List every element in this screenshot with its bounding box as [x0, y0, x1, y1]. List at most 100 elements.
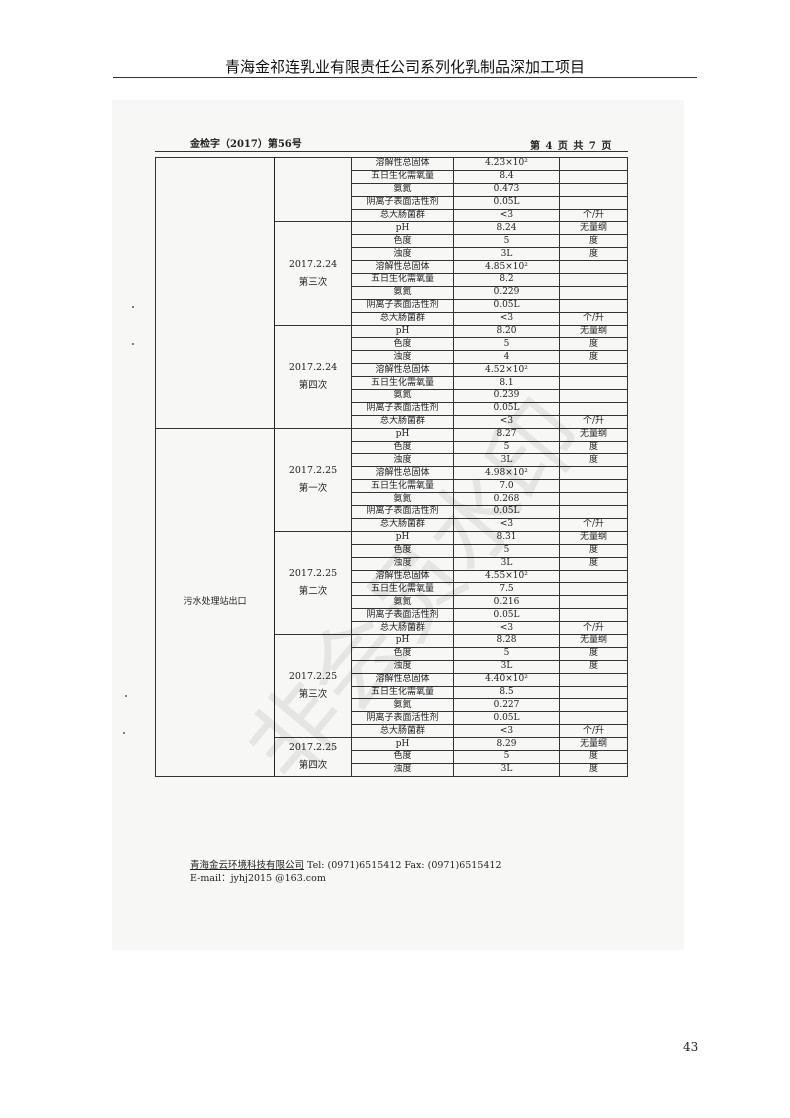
unit: 度 — [559, 234, 628, 249]
parameter-name: pH — [351, 427, 454, 442]
unit: 度 — [559, 556, 628, 571]
sampling-date: 2017.2.24 — [288, 258, 338, 270]
unit: 无量纲 — [559, 324, 628, 339]
unit — [559, 672, 628, 687]
measured-value: 0.05L — [453, 298, 560, 313]
unit — [559, 711, 628, 726]
unit — [559, 195, 628, 210]
parameter-name: 色度 — [351, 543, 454, 558]
sampling-site — [155, 157, 275, 429]
parameter-name: 溶解性总固体 — [351, 569, 454, 584]
parameter-name: 色度 — [351, 440, 454, 455]
company-contact: Tel: (0971)6515412 Fax: (0971)6515412 — [304, 860, 502, 871]
parameter-name: 浊度 — [351, 556, 454, 571]
measured-value: 8.5 — [453, 685, 560, 700]
unit: 个/升 — [559, 724, 628, 739]
table-row: 五日生化需氧量 7.0 — [156, 479, 628, 494]
scan-speck — [123, 732, 125, 734]
unit: 度 — [559, 440, 628, 455]
parameter-name: 溶解性总固体 — [351, 260, 454, 275]
parameter-name: 色度 — [351, 646, 454, 661]
table-row: 污水处理站出口 2017.2.25 第一次 pH 8.27 无量纲 — [155, 427, 628, 777]
parameter-name: 五日生化需氧量 — [351, 273, 454, 287]
measured-value: 5 — [453, 543, 560, 558]
unit: 度 — [559, 543, 628, 558]
unit — [559, 492, 628, 507]
table-row: 2017.2.24 第三次 pH 8.24 无量纲 — [156, 221, 628, 326]
measured-value: 0.216 — [453, 595, 560, 610]
parameter-name: 总大肠菌群 — [351, 414, 454, 429]
measured-value: 5 — [453, 646, 560, 661]
unit — [559, 157, 628, 171]
unit — [559, 363, 628, 378]
parameter-name: pH — [351, 633, 454, 648]
table-row: 阴离子表面活性剂 0.05L — [156, 195, 628, 210]
measured-value: <3 — [453, 724, 560, 739]
parameter-name: pH — [351, 324, 454, 339]
measured-value: 5 — [453, 337, 560, 352]
parameter-name: 阴离子表面活性剂 — [351, 711, 454, 726]
measured-value: 5 — [453, 440, 560, 455]
sampling-date-round: 2017.2.24 第三次 — [274, 221, 352, 326]
measured-value: 0.229 — [453, 285, 560, 300]
parameter-name: 阴离子表面活性剂 — [351, 505, 454, 519]
measured-value: 7.0 — [453, 479, 560, 494]
table-row: 2017.2.25 第三次 pH 8.28 无量纲 — [156, 633, 628, 739]
table-row: 浊度 3L 度 — [156, 762, 628, 777]
sampling-date: 2017.2.25 — [288, 567, 338, 579]
table-row: 氨氮 0.216 — [156, 595, 628, 610]
table-top-rule — [155, 151, 628, 152]
measured-value: 8.20 — [453, 324, 560, 339]
parameter-name: 溶解性总固体 — [351, 466, 454, 481]
parameter-name: 溶解性总固体 — [351, 672, 454, 687]
measured-value: 3L — [453, 659, 560, 674]
measured-value: 0.227 — [453, 698, 560, 713]
table-row: 2017.2.25 第四次 pH 8.29 无量纲 — [156, 737, 628, 777]
unit — [559, 169, 628, 184]
table-row: 总大肠菌群 <3 个/升 — [156, 414, 628, 429]
parameter-name: 浊度 — [351, 350, 454, 365]
parameter-name: 阴离子表面活性剂 — [351, 298, 454, 313]
sampling-round: 第三次 — [298, 276, 328, 288]
measured-value: 0.473 — [453, 182, 560, 197]
page-count: 第 4 页 共 7 页 — [530, 141, 612, 152]
parameter-name: 五日生化需氧量 — [351, 685, 454, 700]
sampling-date-round: 2017.2.25 第二次 — [274, 530, 352, 635]
unit: 度 — [559, 247, 628, 262]
measured-value: 3L — [453, 247, 560, 262]
unit — [559, 595, 628, 610]
sampling-date-round — [274, 156, 352, 223]
unit — [559, 569, 628, 584]
unit — [559, 260, 628, 275]
measured-value: 4.23×10² — [453, 157, 560, 171]
parameter-name: 阴离子表面活性剂 — [351, 608, 454, 623]
parameter-name: 溶解性总固体 — [351, 157, 454, 171]
unit — [559, 479, 628, 494]
sampling-date-round: 2017.2.25 第一次 — [274, 427, 352, 532]
parameter-name: 总大肠菌群 — [351, 621, 454, 635]
company-name: 青海金云环境科技有限公司 — [190, 860, 305, 871]
unit — [559, 698, 628, 713]
measured-value: 5 — [453, 234, 560, 249]
measured-value: 5 — [453, 749, 560, 764]
measured-value: 8.31 — [453, 530, 560, 545]
scan-speck — [132, 343, 134, 345]
measured-value: 4.98×10² — [453, 466, 560, 481]
sampling-round: 第四次 — [298, 759, 328, 771]
parameter-name: 浊度 — [351, 659, 454, 674]
unit — [559, 401, 628, 416]
parameter-name: 浊度 — [351, 762, 454, 777]
results-table: 溶解性总固体 4.23×10² 五日生化需氧量 8.4 氨氮 0.473 阴离子表面活性剂 0… — [155, 156, 628, 777]
measured-value: 3L — [453, 762, 560, 777]
measured-value: 0.05L — [453, 195, 560, 210]
measured-value: 8.24 — [453, 221, 560, 236]
table-row: 五日生化需氧量 7.5 — [156, 582, 628, 597]
measured-value: 0.268 — [453, 492, 560, 507]
unit — [559, 182, 628, 197]
unit: 度 — [559, 749, 628, 764]
table-row: 溶解性总固体 4.85×10² — [156, 260, 628, 275]
unit — [559, 298, 628, 313]
parameter-name: 五日生化需氧量 — [351, 169, 454, 184]
parameter-name: 色度 — [351, 749, 454, 764]
table-row: 溶解性总固体 4.40×10² — [156, 672, 628, 687]
